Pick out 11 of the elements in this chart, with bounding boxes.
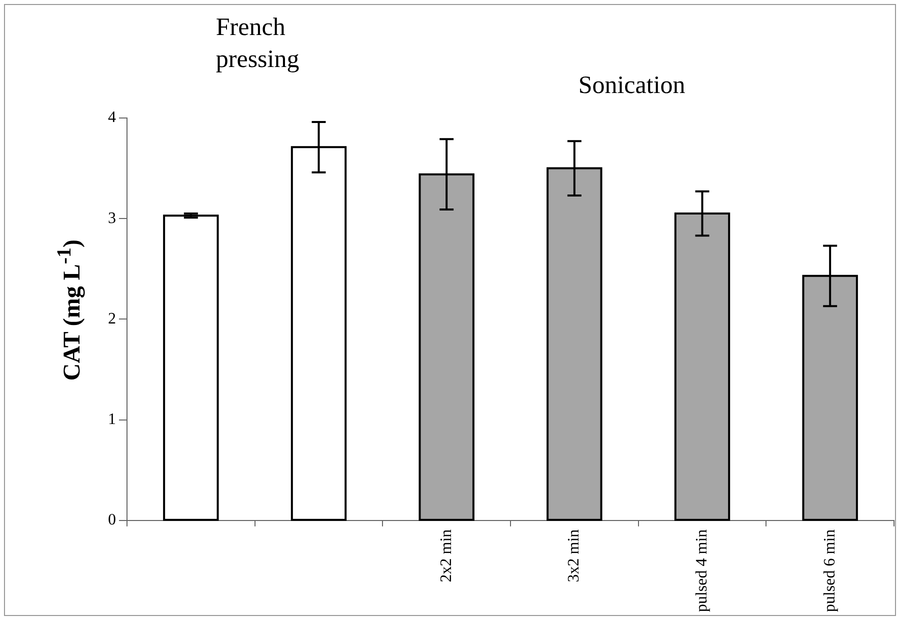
y-tick-label: 2 [108,310,116,328]
y-tick-label: 0 [108,512,116,529]
y-tick-label: 1 [108,410,116,428]
text: Sonication [578,71,686,101]
y-tick-label: 3 [108,210,116,227]
x-tick-label: pulsed 6 min [821,529,838,612]
x-tick-label: 3x2 min [566,529,583,582]
text: French pressing [216,13,300,75]
y-tick-label: 4 [108,109,116,126]
x-tick-label: pulsed 4 min [693,529,710,612]
x-tick-label: 2x2 min [438,529,455,582]
